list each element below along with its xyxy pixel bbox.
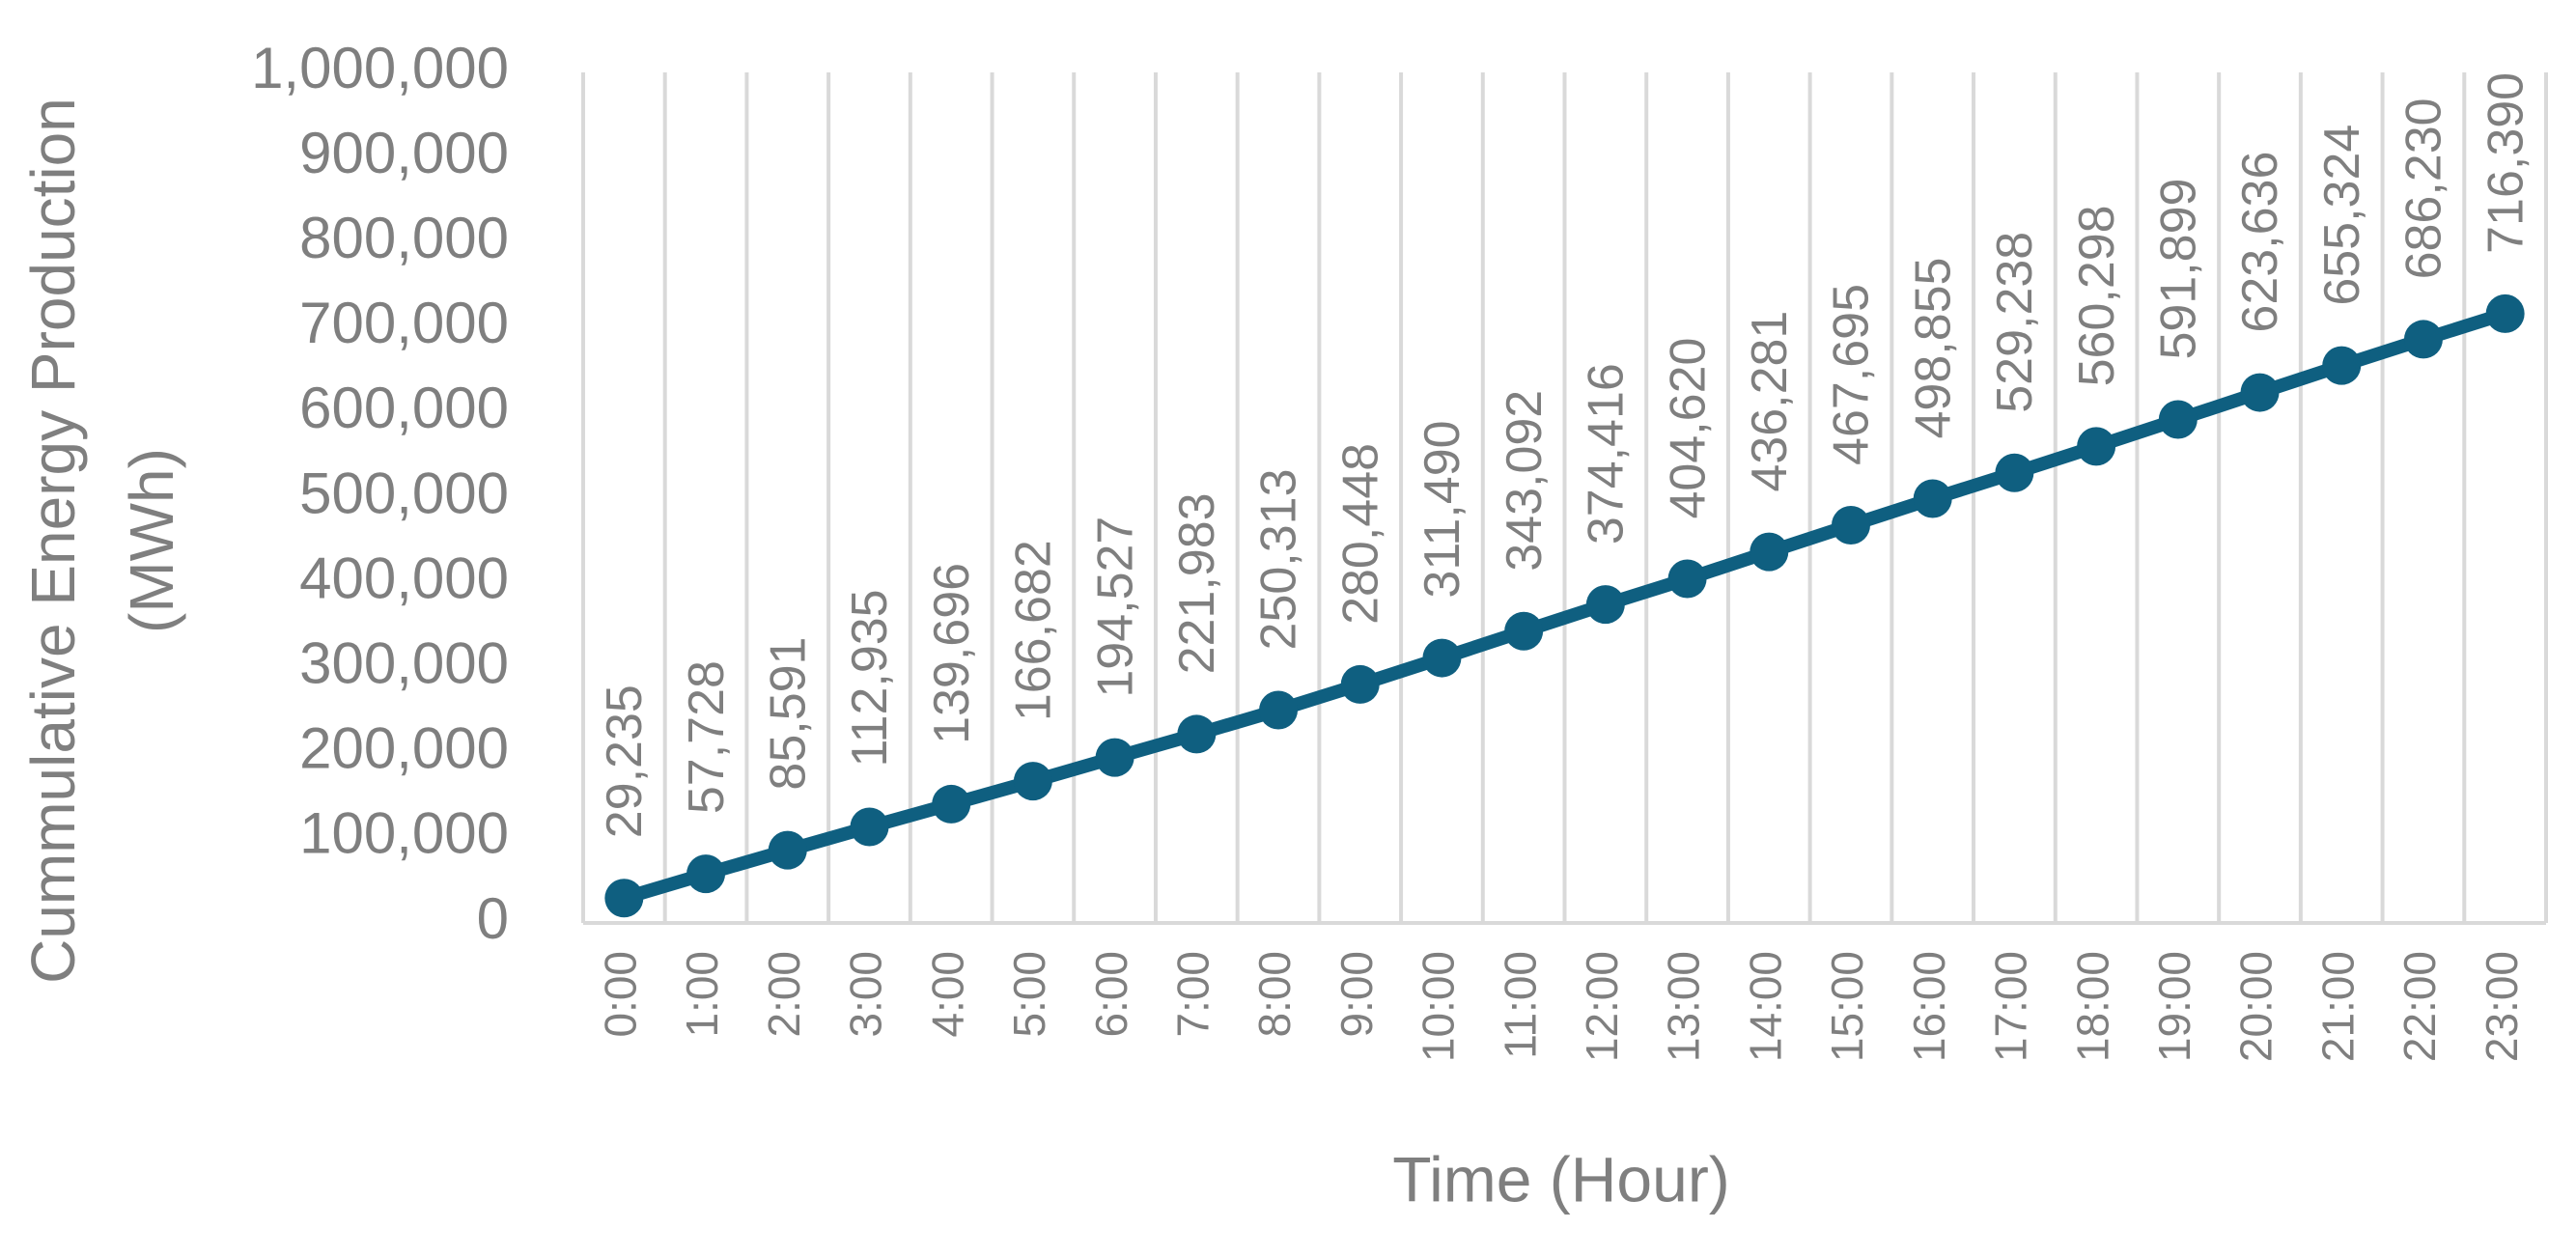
x-tick-label: 13:00	[1659, 951, 1709, 1062]
x-tick-label: 21:00	[2312, 951, 2363, 1062]
marker	[768, 830, 807, 870]
x-tick-label: 4:00	[922, 951, 972, 1038]
x-tick-label: 5:00	[1004, 951, 1054, 1038]
x-tick-label: 19:00	[2149, 951, 2199, 1062]
marker	[932, 784, 971, 824]
marker	[1422, 638, 1462, 678]
x-tick-label: 3:00	[841, 951, 891, 1038]
x-axis-title: Time (Hour)	[1392, 1143, 1730, 1215]
marker	[1750, 532, 1789, 572]
data-label: 374,416	[1579, 363, 1635, 545]
data-label: 686,230	[2396, 98, 2452, 279]
data-label: 57,728	[679, 660, 735, 814]
data-label: 112,935	[842, 589, 898, 767]
data-label: 591,899	[2151, 179, 2207, 360]
data-label: 404,620	[1660, 338, 1716, 519]
marker	[604, 879, 644, 918]
x-tick-label: 2:00	[759, 951, 809, 1038]
marker	[2403, 320, 2443, 359]
data-label: 221,983	[1169, 492, 1225, 674]
x-tick-label: 12:00	[1577, 951, 1627, 1062]
marker	[1913, 479, 1952, 518]
data-label: 529,238	[1987, 232, 2043, 413]
x-tick-label: 8:00	[1249, 951, 1300, 1038]
data-label: 498,855	[1905, 258, 1961, 439]
data-label: 250,313	[1251, 469, 1307, 651]
x-tick-label: 10:00	[1414, 951, 1464, 1062]
marker	[1995, 453, 2034, 492]
y-tick-label: 1,000,000	[251, 36, 509, 100]
data-label: 139,696	[924, 563, 980, 744]
x-tick-label: 9:00	[1331, 951, 1382, 1038]
y-tick-label: 200,000	[299, 716, 509, 781]
data-label: 29,235	[597, 684, 653, 838]
marker	[2158, 400, 2198, 439]
y-tick-label: 0	[477, 886, 509, 951]
marker	[1259, 690, 1299, 730]
marker	[1585, 585, 1625, 625]
marker	[2322, 346, 2362, 385]
data-label: 623,636	[2232, 152, 2288, 333]
x-tick-label: 15:00	[1822, 951, 1872, 1062]
x-tick-label: 7:00	[1167, 951, 1218, 1038]
data-label: 194,527	[1087, 517, 1143, 698]
data-label: 343,092	[1497, 390, 1553, 572]
y-tick-label: 700,000	[299, 291, 509, 355]
marker	[686, 854, 726, 894]
y-axis-title: Cummulative Energy Production	[18, 98, 88, 984]
y-axis-title: (MWh)	[117, 448, 186, 633]
x-tick-label: 0:00	[596, 951, 646, 1038]
data-label: 467,695	[1824, 284, 1880, 465]
y-tick-label: 500,000	[299, 461, 509, 525]
x-tick-label: 22:00	[2394, 951, 2445, 1062]
x-tick-label: 1:00	[677, 951, 727, 1038]
data-label: 716,390	[2478, 72, 2534, 254]
y-tick-label: 400,000	[299, 545, 509, 610]
data-label: 280,448	[1332, 443, 1388, 625]
marker	[850, 807, 889, 847]
x-tick-label: 17:00	[1986, 951, 2036, 1062]
data-label: 85,591	[761, 637, 817, 791]
y-tick-label: 300,000	[299, 631, 509, 696]
x-tick-label: 11:00	[1495, 951, 1545, 1059]
x-tick-label: 14:00	[1740, 951, 1790, 1062]
marker	[1667, 559, 1707, 599]
x-tick-label: 20:00	[2231, 951, 2282, 1062]
marker	[1504, 611, 1544, 651]
marker	[1013, 762, 1052, 801]
y-tick-label: 100,000	[299, 801, 509, 866]
data-label: 166,682	[1006, 540, 1062, 721]
data-label: 655,324	[2314, 125, 2370, 306]
data-label: 560,298	[2069, 205, 2125, 386]
x-tick-label: 23:00	[2477, 951, 2527, 1062]
marker	[1831, 505, 1870, 545]
marker	[1095, 738, 1134, 777]
marker	[1177, 714, 1217, 754]
x-tick-label: 6:00	[1086, 951, 1136, 1038]
y-tick-label: 800,000	[299, 206, 509, 270]
y-tick-label: 900,000	[299, 121, 509, 185]
marker	[2240, 373, 2280, 412]
data-label: 436,281	[1742, 311, 1798, 492]
y-tick-label: 600,000	[299, 376, 509, 440]
marker	[2485, 293, 2525, 333]
marker	[1340, 664, 1380, 704]
marker	[2077, 427, 2116, 466]
data-label: 311,490	[1414, 420, 1470, 598]
x-tick-label: 16:00	[1904, 951, 1954, 1062]
x-tick-label: 18:00	[2067, 951, 2117, 1062]
